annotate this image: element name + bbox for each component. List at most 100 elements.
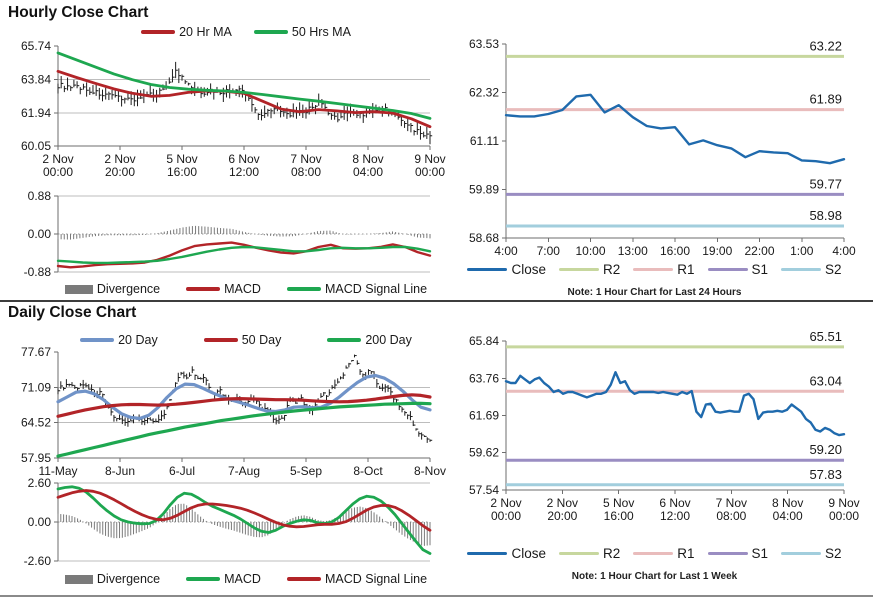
legend-label: Close [511, 262, 546, 277]
line-swatch-icon [781, 267, 822, 272]
svg-text:08:00: 08:00 [291, 165, 321, 179]
legend-item-r2: R2 [558, 546, 621, 561]
line-swatch-icon [286, 287, 321, 291]
svg-text:59.20: 59.20 [809, 442, 842, 457]
legend-label: MACD Signal Line [324, 572, 428, 586]
line-swatch-icon [253, 30, 288, 34]
svg-text:7:00: 7:00 [537, 244, 561, 258]
svg-text:00:00: 00:00 [43, 165, 73, 179]
svg-text:9 Nov: 9 Nov [828, 496, 859, 510]
svg-text:13:00: 13:00 [618, 244, 648, 258]
legend-item-s1: S1 [707, 262, 769, 277]
bar-swatch-icon [64, 284, 93, 294]
svg-text:5-Sep: 5-Sep [290, 464, 322, 478]
svg-text:64.52: 64.52 [21, 416, 51, 430]
legend-label: S2 [825, 262, 842, 277]
line-swatch-icon [707, 267, 748, 272]
svg-text:1:00: 1:00 [790, 244, 814, 258]
legend-label: MACD Signal Line [324, 282, 428, 296]
legend-label: S2 [825, 546, 842, 561]
legend-item-50-hrs-ma: 50 Hrs MA [253, 25, 351, 39]
bottom-divider [0, 595, 873, 597]
svg-text:6 Nov: 6 Nov [659, 496, 690, 510]
svg-text:61.11: 61.11 [470, 134, 499, 148]
legend-item-close: Close [467, 262, 546, 277]
legend-label: Divergence [96, 282, 161, 296]
svg-text:8 Nov: 8 Nov [352, 152, 383, 166]
bar-swatch-icon [64, 574, 93, 584]
svg-text:4:00: 4:00 [494, 244, 518, 258]
legend-item-s2: S2 [781, 262, 842, 277]
svg-text:19:00: 19:00 [702, 244, 732, 258]
svg-text:61.94: 61.94 [21, 106, 51, 120]
svg-text:04:00: 04:00 [353, 165, 383, 179]
svg-text:11-May: 11-May [38, 464, 77, 478]
svg-text:63.04: 63.04 [809, 373, 842, 388]
hourly-macd-chart: 0.88 0.00 -0.88 [24, 189, 432, 279]
svg-text:63.76: 63.76 [469, 371, 499, 385]
svg-text:65.74: 65.74 [21, 39, 51, 53]
svg-text:59.77: 59.77 [809, 176, 842, 191]
svg-text:6 Nov: 6 Nov [228, 152, 259, 166]
svg-text:59.89: 59.89 [469, 183, 499, 197]
legend-label: 20 Day [118, 333, 158, 347]
line-swatch-icon [633, 267, 674, 272]
svg-text:2 Nov: 2 Nov [104, 152, 135, 166]
legend-label: S1 [751, 546, 769, 561]
section-divider [0, 300, 873, 302]
svg-text:57.95: 57.95 [21, 451, 51, 465]
legend-label: 50 Hrs MA [291, 25, 351, 39]
svg-text:57.83: 57.83 [809, 467, 842, 482]
weekly-chart-note: Note: 1 Hour Chart for Last 1 Week [571, 571, 738, 582]
line-swatch-icon [327, 338, 362, 342]
svg-text:2.60: 2.60 [28, 476, 52, 490]
svg-text:63.84: 63.84 [21, 72, 51, 86]
line-swatch-icon [203, 338, 238, 342]
legend-item-r1: R1 [633, 262, 695, 277]
legend-item-close: Close [467, 546, 546, 561]
line-swatch-icon [558, 267, 599, 272]
svg-text:65.51: 65.51 [809, 329, 842, 344]
svg-text:16:00: 16:00 [604, 509, 634, 523]
hourly-macd-legend: Divergence MACD MACD Signal Line [60, 282, 432, 296]
svg-text:71.09: 71.09 [21, 380, 51, 394]
line-swatch-icon [186, 287, 221, 291]
daily-ma-legend: 20 Day 50 Day 200 Day [60, 333, 432, 347]
legend-label: R1 [677, 546, 695, 561]
line-swatch-icon [467, 551, 508, 556]
hourly-section-title: Hourly Close Chart [8, 4, 149, 21]
line-swatch-icon [558, 551, 599, 556]
svg-text:2 Nov: 2 Nov [42, 152, 73, 166]
legend-item-20-day: 20 Day [80, 333, 158, 347]
svg-text:12:00: 12:00 [229, 165, 259, 179]
svg-text:12:00: 12:00 [660, 509, 690, 523]
legend-label: R1 [677, 262, 695, 277]
legend-item-r1: R1 [633, 546, 695, 561]
svg-text:7 Nov: 7 Nov [716, 496, 747, 510]
daily-macd-chart: 2.60 0.00 -2.60 [24, 476, 432, 568]
legend-label: MACD [224, 572, 261, 586]
svg-text:6-Jul: 6-Jul [169, 464, 195, 478]
line-swatch-icon [186, 577, 221, 581]
legend-label: R2 [602, 546, 621, 561]
svg-text:-2.60: -2.60 [24, 554, 52, 568]
daily-macd-legend: Divergence MACD MACD Signal Line [60, 572, 432, 586]
svg-text:16:00: 16:00 [660, 244, 690, 258]
svg-text:61.69: 61.69 [469, 409, 499, 423]
legend-item-200-day: 200 Day [327, 333, 412, 347]
legend-item-20-hr-ma: 20 Hr MA [141, 25, 232, 39]
svg-text:63.53: 63.53 [469, 37, 499, 51]
legend-item-macd: MACD [186, 572, 261, 586]
legend-item-macd-signal-line: MACD Signal Line [286, 572, 428, 586]
svg-text:7-Aug: 7-Aug [228, 464, 260, 478]
svg-text:00:00: 00:00 [491, 509, 521, 523]
svg-text:4:00: 4:00 [832, 244, 856, 258]
legend-item-divergence: Divergence [64, 282, 161, 296]
hourly-ma-legend: 20 Hr MA 50 Hrs MA [60, 25, 432, 39]
svg-text:8 Nov: 8 Nov [772, 496, 803, 510]
svg-text:9 Nov: 9 Nov [414, 152, 445, 166]
legend-label: S1 [751, 262, 769, 277]
